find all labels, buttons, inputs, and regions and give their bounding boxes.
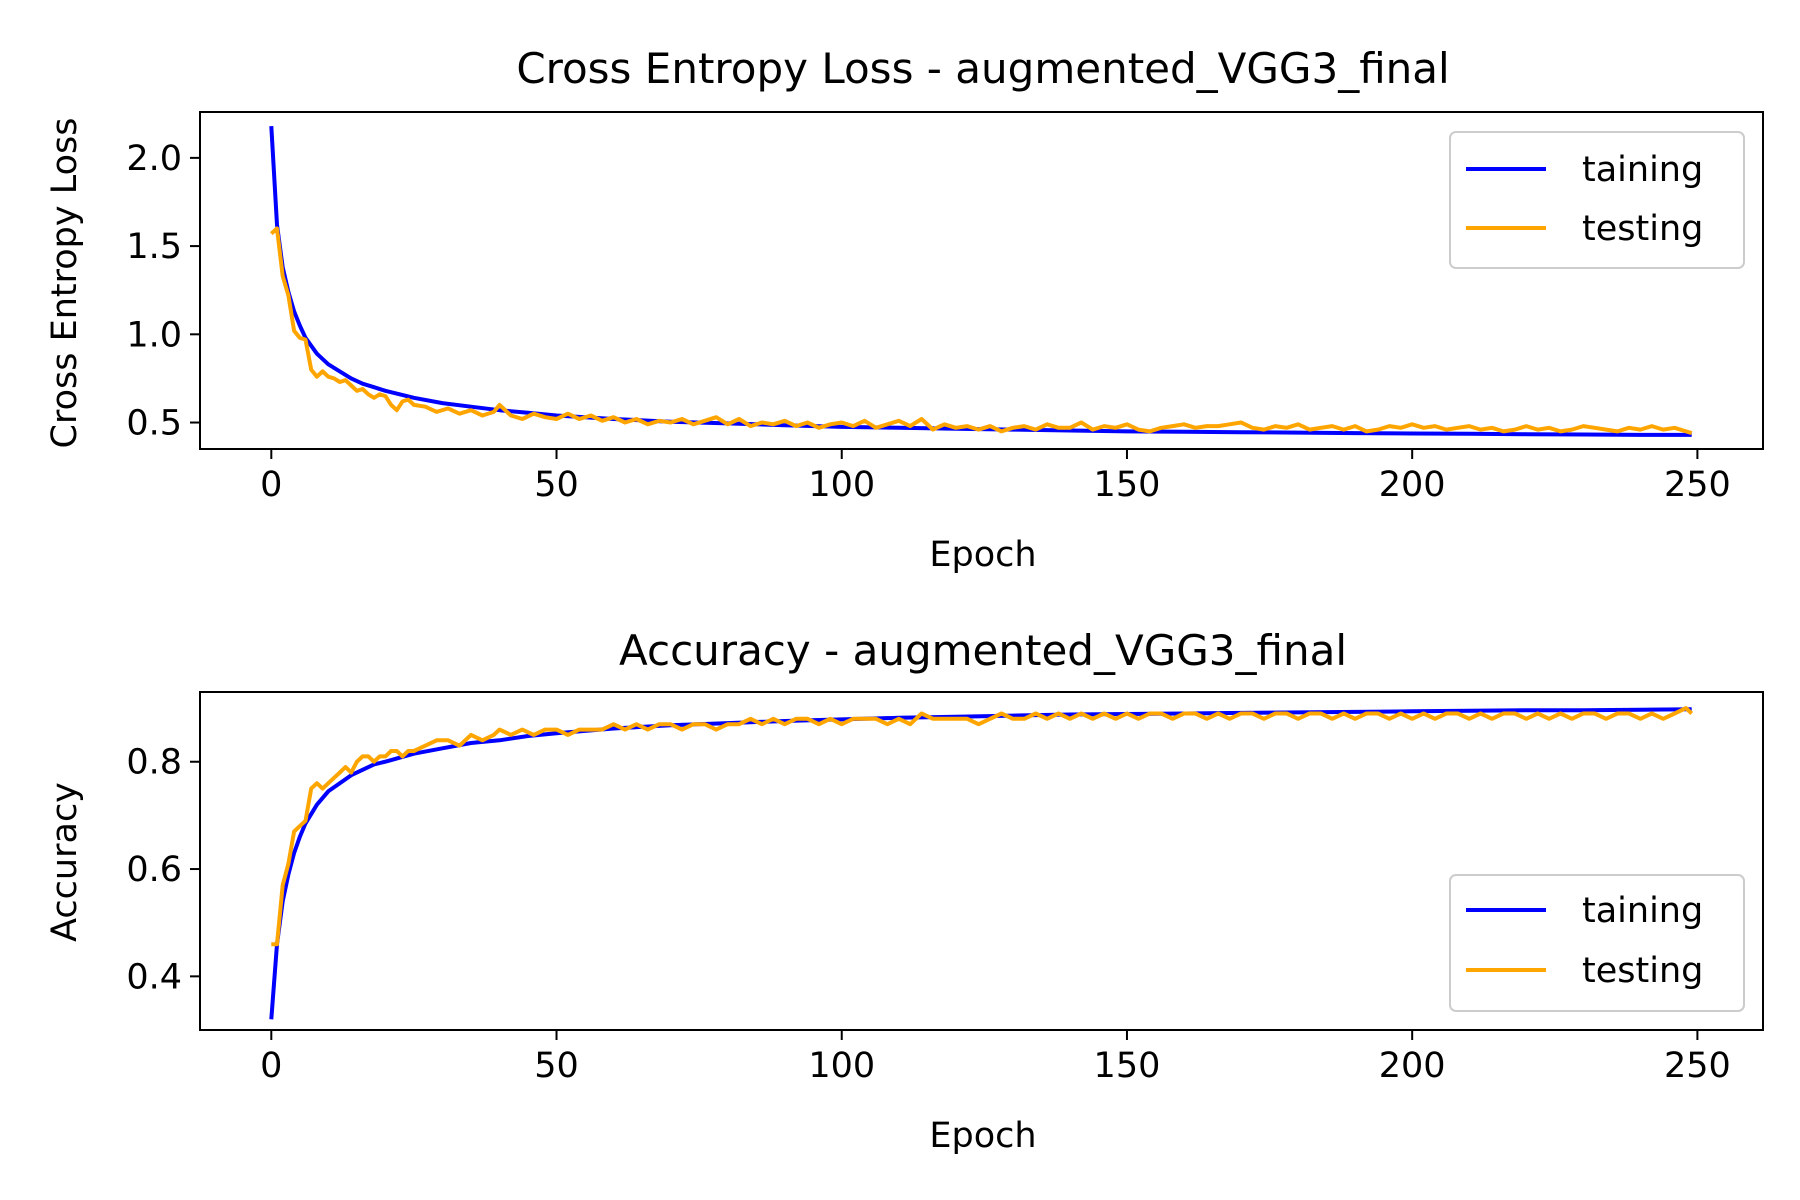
accuracy-legend-testing-label: testing <box>1582 951 1703 991</box>
accuracy-x-tick-label: 200 <box>1379 1046 1446 1086</box>
loss-y-tick-label: 2.0 <box>126 139 182 179</box>
loss-x-tick-label: 0 <box>260 465 282 505</box>
accuracy-axes-frame <box>199 691 1764 1031</box>
accuracy-x-tick-label: 50 <box>534 1046 579 1086</box>
accuracy-y-tick-label: 0.6 <box>126 850 182 890</box>
loss-legend-testing-label: testing <box>1582 209 1703 249</box>
accuracy-chart-title: Accuracy - augmented_VGG3_final <box>619 626 1347 675</box>
accuracy-y-tick-label: 0.8 <box>126 743 182 783</box>
accuracy-plot-lines <box>269 706 1694 1020</box>
loss-x-tick-label: 150 <box>1094 465 1161 505</box>
loss-legend-box <box>1449 131 1745 269</box>
accuracy-x-axis-label: Epoch <box>929 1116 1036 1156</box>
accuracy-y-tick-label: 0.4 <box>126 957 182 997</box>
loss-x-tick-label: 50 <box>534 465 579 505</box>
accuracy-axis-ticks: 0 50 100 150 200 250 0.4 0.6 0.8 <box>126 743 1730 1086</box>
loss-x-tick-label: 200 <box>1379 465 1446 505</box>
loss-testing-line <box>269 226 1693 436</box>
accuracy-x-tick-label: 150 <box>1094 1046 1161 1086</box>
loss-legend: taining testing <box>1449 131 1745 269</box>
loss-x-tick-label: 250 <box>1664 465 1731 505</box>
loss-y-tick-label: 1.5 <box>126 227 182 267</box>
loss-plot-lines <box>269 125 1693 437</box>
accuracy-x-tick-label: 250 <box>1664 1046 1731 1086</box>
loss-y-tick-label: 1.0 <box>126 315 182 355</box>
loss-x-axis-label: Epoch <box>929 535 1036 575</box>
loss-legend-training-label: taining <box>1582 150 1703 190</box>
loss-y-axis-label: Cross Entropy Loss <box>45 118 85 449</box>
accuracy-y-axis-label: Accuracy <box>45 782 85 942</box>
loss-axes-frame <box>199 111 1764 450</box>
accuracy-testing-line <box>271 706 1694 947</box>
accuracy-legend: taining testing <box>1449 874 1745 1012</box>
loss-axis-ticks: 0 50 100 150 200 250 0.5 1.0 1.5 2.0 <box>126 139 1730 505</box>
loss-chart-title: Cross Entropy Loss - augmented_VGG3_fina… <box>516 44 1449 93</box>
accuracy-x-tick-label: 100 <box>808 1046 875 1086</box>
loss-subplot: Cross Entropy Loss - augmented_VGG3_fina… <box>45 44 1764 575</box>
loss-y-tick-label: 0.5 <box>126 404 182 444</box>
loss-x-tick-label: 100 <box>808 465 875 505</box>
accuracy-subplot: Accuracy - augmented_VGG3_final Epoch Ac… <box>45 626 1764 1156</box>
accuracy-x-tick-label: 0 <box>260 1046 282 1086</box>
accuracy-legend-training-label: taining <box>1582 891 1703 931</box>
